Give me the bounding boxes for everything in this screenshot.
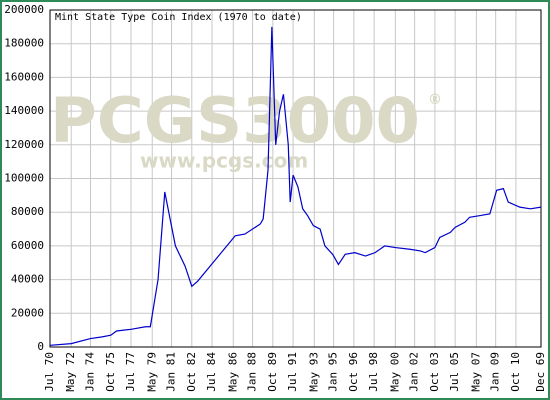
y-tick-label: 140000 [4, 104, 44, 117]
x-tick-label: May 93 [307, 352, 320, 392]
x-tick-label: Oct 96 [347, 352, 360, 392]
x-tick-label: Oct 10 [509, 352, 522, 392]
x-tick-label: Jan 74 [84, 352, 97, 392]
x-tick-label: Jul 77 [124, 352, 137, 392]
y-tick-label: 180000 [4, 37, 44, 50]
y-tick-label: 120000 [4, 138, 44, 151]
x-tick-label: Jan 88 [246, 352, 259, 392]
y-tick-label: 160000 [4, 70, 44, 83]
x-tick-label: Jan 02 [408, 352, 421, 392]
x-tick-label: Jul 05 [448, 352, 461, 392]
x-tick-label: Jul 98 [367, 352, 380, 392]
x-tick-label: Oct 75 [104, 352, 117, 392]
y-tick-label: 20000 [11, 306, 44, 319]
x-tick-label: May 00 [388, 352, 401, 392]
x-tick-label: May 79 [145, 352, 158, 392]
x-tick-label: Oct 82 [185, 352, 198, 392]
y-tick-label: 80000 [11, 205, 44, 218]
x-tick-label: Oct 89 [266, 352, 279, 392]
x-tick-label: May 72 [64, 352, 77, 392]
chart-title: Mint State Type Coin Index (1970 to date… [55, 12, 302, 23]
watermark-url: www.pcgs.com [140, 149, 308, 173]
y-tick-label: 0 [37, 340, 44, 353]
watermark-mark: ® [428, 92, 442, 108]
x-tick-label: Jan 09 [489, 352, 502, 392]
x-tick-label: May 86 [226, 352, 239, 392]
x-tick-label: May 07 [469, 352, 482, 392]
y-tick-label: 40000 [11, 273, 44, 286]
x-tick-label: Oct 03 [428, 352, 441, 392]
x-tick-label: Dec 69 [534, 352, 547, 392]
x-tick-label: Jul 70 [43, 352, 56, 392]
x-tick-label: Jan 95 [327, 352, 340, 392]
y-tick-label: 60000 [11, 239, 44, 252]
plot-border [49, 9, 542, 348]
x-tick-label: Jul 91 [286, 352, 299, 392]
watermark: PCGS3000 [50, 84, 420, 157]
y-tick-label: 100000 [4, 172, 44, 185]
data-line [49, 26, 542, 346]
x-tick-label: Jul 84 [205, 352, 218, 392]
x-tick-label: Jan 81 [165, 352, 178, 392]
y-tick-label: 200000 [4, 3, 44, 16]
